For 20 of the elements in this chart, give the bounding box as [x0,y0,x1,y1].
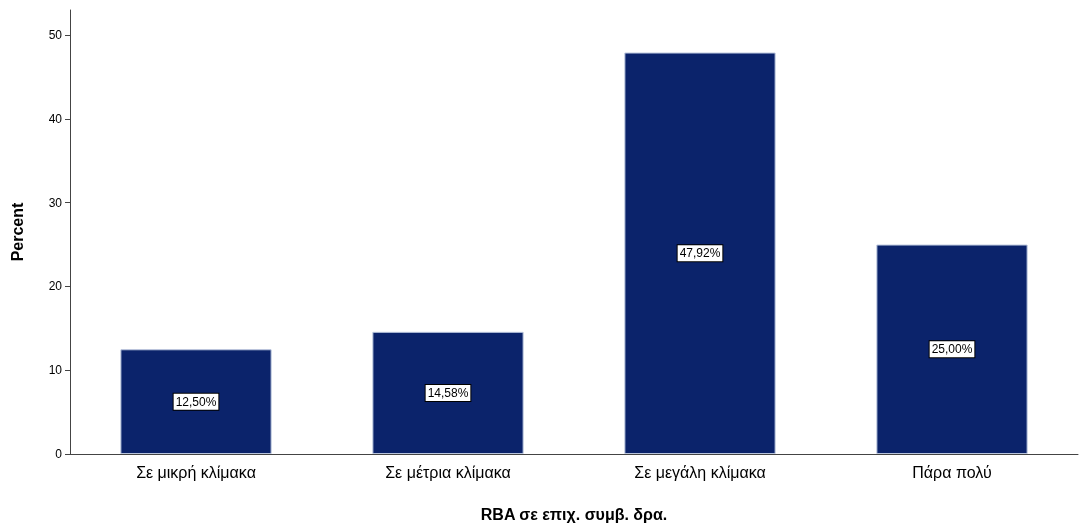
data-label: 25,00% [931,342,973,357]
bar [120,349,272,454]
bar [876,244,1028,454]
x-tick-label: Σε μέτρια κλίμακα [385,463,511,481]
data-label: 14,58% [427,385,469,400]
y-tick-label: 20 [48,279,63,294]
bar [372,331,524,454]
x-tick-label: Σε μικρή κλίμακα [136,463,256,481]
x-tick-label: Σε μεγάλη κλίμακα [634,463,766,481]
data-label: 47,92% [679,246,721,261]
y-tick-label: 50 [48,28,63,43]
data-label: 12,50% [175,394,217,409]
y-tick-label: 40 [48,111,63,126]
x-tick-label: Πάρα πολύ [912,463,992,481]
y-tick-label: 0 [55,447,63,461]
x-axis-title: RBA σε επιχ. συμβ. δρα. [480,505,668,523]
y-tick-label: 30 [48,195,63,210]
y-axis-title: Percent [8,201,26,262]
bar [624,52,776,454]
y-tick-label: 10 [48,363,63,378]
